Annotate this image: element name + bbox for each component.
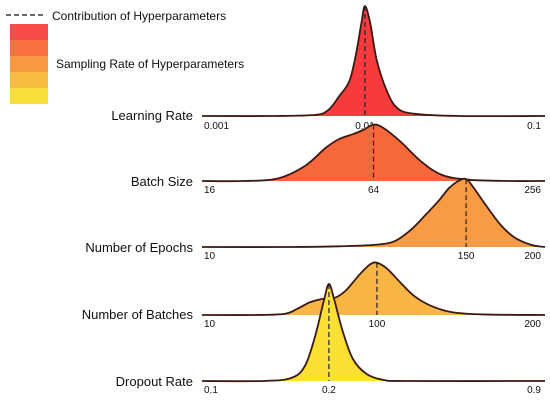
ridge-outline-2 xyxy=(201,177,546,248)
legend-sampling-label: Sampling Rate of Hyperparameters xyxy=(56,57,244,71)
ridge-outline-4 xyxy=(201,283,546,383)
tick-label-2-1: 150 xyxy=(458,251,475,262)
tick-label-0-1: 0.01 xyxy=(355,121,375,132)
tick-label-0-2: 0.1 xyxy=(527,121,541,132)
ridges: Learning Rate 0.001 0.01 0.1 Batch Size 16 64 2… xyxy=(82,5,546,396)
legend-color-band-4 xyxy=(10,72,48,88)
legend-contribution-label: Contribution of Hyperparameters xyxy=(52,9,226,23)
ridge-fill-3 xyxy=(202,262,545,316)
row-label-4: Dropout Rate xyxy=(116,374,193,389)
legend-color-band-3 xyxy=(10,56,48,72)
tick-label-1-0: 16 xyxy=(204,185,216,196)
legend: Contribution of Hyperparameters Sampling… xyxy=(6,9,244,104)
ridge-outline-3 xyxy=(201,261,546,316)
row-label-3: Number of Batches xyxy=(82,307,194,322)
tick-label-0-0: 0.001 xyxy=(204,121,229,132)
tick-label-1-1: 64 xyxy=(368,185,380,196)
tick-label-3-2: 200 xyxy=(524,319,541,330)
legend-color-band-2 xyxy=(10,40,48,56)
ridge-fill-2 xyxy=(202,178,545,248)
tick-label-4-2: 0.9 xyxy=(527,385,541,396)
tick-label-4-1: 0.2 xyxy=(322,385,336,396)
tick-label-4-0: 0.1 xyxy=(204,385,218,396)
ridge-fill-0 xyxy=(202,6,545,117)
legend-color-band-1 xyxy=(10,24,48,40)
ridge-outline-0 xyxy=(201,5,546,118)
tick-label-2-2: 200 xyxy=(524,251,541,262)
tick-label-2-0: 10 xyxy=(204,251,216,262)
row-label-1: Batch Size xyxy=(131,174,193,189)
tick-label-1-2: 256 xyxy=(524,185,541,196)
tick-label-3-1: 100 xyxy=(369,319,386,330)
row-label-2: Number of Epochs xyxy=(85,240,193,255)
ridge-outline-1 xyxy=(201,123,546,183)
tick-label-3-0: 10 xyxy=(204,319,216,330)
row-label-0: Learning Rate xyxy=(111,108,193,123)
legend-color-band-5 xyxy=(10,88,48,104)
